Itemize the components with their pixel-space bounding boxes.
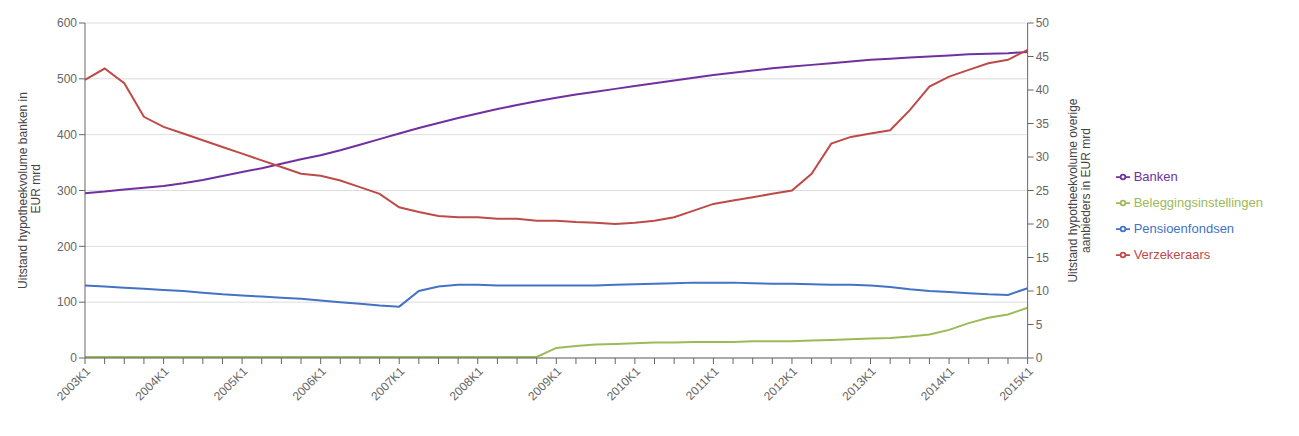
svg-text:2004K1: 2004K1 xyxy=(133,364,172,403)
svg-text:2012K1: 2012K1 xyxy=(761,364,800,403)
svg-text:2014K1: 2014K1 xyxy=(918,364,957,403)
svg-text:15: 15 xyxy=(1036,251,1050,265)
svg-text:10: 10 xyxy=(1036,284,1050,298)
html-text:Banken: Banken xyxy=(1133,168,1178,184)
svg-text:0: 0 xyxy=(70,351,77,365)
svg-text:2005K1: 2005K1 xyxy=(211,364,250,403)
svg-text:600: 600 xyxy=(57,16,77,30)
svg-text:40: 40 xyxy=(1036,83,1050,97)
svg-text:2006K1: 2006K1 xyxy=(290,364,329,403)
svg-text:2008K1: 2008K1 xyxy=(447,364,486,403)
svg-text:2015K1: 2015K1 xyxy=(997,364,1036,403)
html-text:Pensioenfondsen: Pensioenfondsen xyxy=(1133,220,1235,236)
svg-text:20: 20 xyxy=(1036,217,1050,231)
svg-text:Uitstand hypotheekvolume banke: Uitstand hypotheekvolume banken in EUR m… xyxy=(16,92,43,289)
svg-text:2007K1: 2007K1 xyxy=(368,364,407,403)
svg-text:100: 100 xyxy=(57,295,77,309)
svg-text:Uitstand hypotheekvolume overi: Uitstand hypotheekvolume overigeaanbiede… xyxy=(1066,98,1093,282)
svg-text:35: 35 xyxy=(1036,117,1050,131)
svg-text:200: 200 xyxy=(57,240,77,254)
svg-text:500: 500 xyxy=(57,72,77,86)
svg-text:2013K1: 2013K1 xyxy=(840,364,879,403)
svg-text:25: 25 xyxy=(1036,184,1050,198)
svg-text:45: 45 xyxy=(1036,50,1050,64)
svg-text:30: 30 xyxy=(1036,150,1050,164)
svg-text:50: 50 xyxy=(1036,16,1050,30)
svg-text:0: 0 xyxy=(1036,351,1043,365)
svg-text:2011K1: 2011K1 xyxy=(683,364,722,403)
html-text:Verzekeraars: Verzekeraars xyxy=(1133,246,1211,262)
svg-text:2009K1: 2009K1 xyxy=(525,364,564,403)
svg-text:300: 300 xyxy=(57,184,77,198)
svg-text:400: 400 xyxy=(57,128,77,142)
svg-text:2010K1: 2010K1 xyxy=(604,364,643,403)
svg-text:5: 5 xyxy=(1036,318,1043,332)
svg-text:2003K1: 2003K1 xyxy=(54,364,93,403)
html-text:Beleggingsinstellingen: Beleggingsinstellingen xyxy=(1133,194,1263,210)
